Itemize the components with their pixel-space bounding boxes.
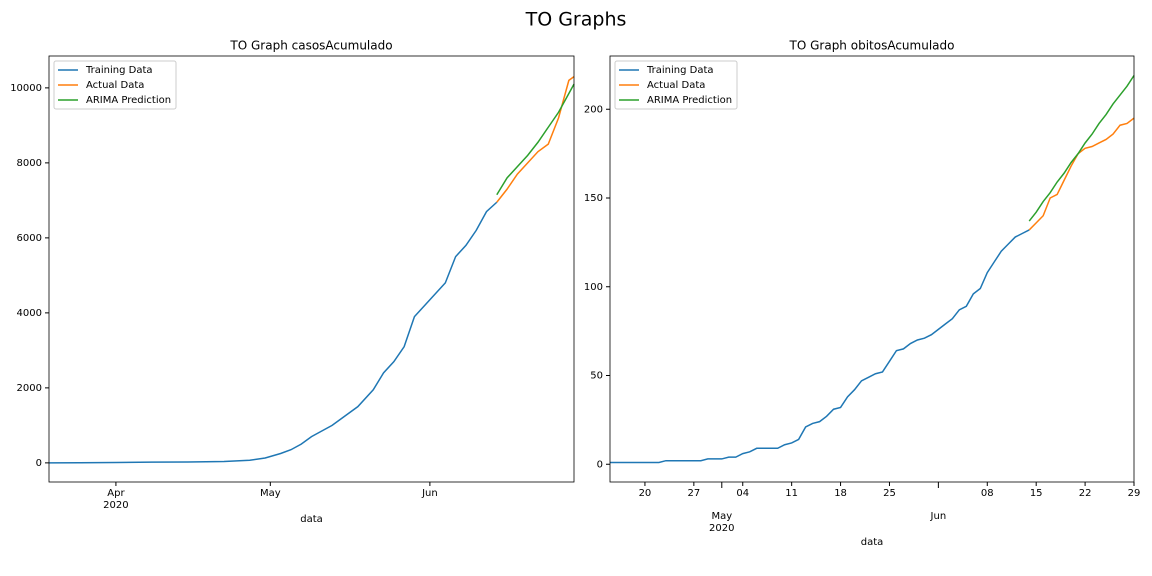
x-tick-label: 15 bbox=[1030, 488, 1043, 499]
x-tick-label: 29 bbox=[1128, 488, 1141, 499]
y-tick-label: 50 bbox=[590, 371, 603, 382]
x-tick-label: 20 bbox=[639, 488, 652, 499]
legend-label: ARIMA Prediction bbox=[647, 95, 732, 106]
series-line bbox=[1028, 75, 1135, 222]
y-tick-label: 4000 bbox=[17, 308, 42, 319]
x-tick-label: Jun bbox=[421, 488, 438, 499]
x-tick-label: 27 bbox=[687, 488, 700, 499]
axes-title: TO Graph casosAcumulado bbox=[229, 39, 392, 53]
axes-frame bbox=[609, 55, 1135, 483]
legend-box bbox=[614, 60, 738, 110]
series-line bbox=[496, 83, 575, 196]
legend-box bbox=[53, 60, 177, 110]
legend-label: Actual Data bbox=[647, 80, 705, 91]
plot-area bbox=[48, 76, 575, 464]
x-tick-label: Jun bbox=[930, 511, 947, 522]
y-tick-label: 10000 bbox=[10, 83, 42, 94]
y-tick-label: 8000 bbox=[17, 158, 42, 169]
series-line bbox=[1028, 117, 1135, 231]
x-tick-label: 22 bbox=[1079, 488, 1092, 499]
series-line bbox=[496, 76, 575, 203]
y-tick-label: 0 bbox=[597, 459, 603, 470]
y-tick-label: 100 bbox=[584, 282, 603, 293]
x-tick-label: 25 bbox=[883, 488, 896, 499]
legend-label: Training Data bbox=[646, 65, 714, 76]
series-line bbox=[610, 229, 1030, 464]
series-line bbox=[48, 201, 498, 464]
axes-title: TO Graph obitosAcumulado bbox=[789, 39, 955, 53]
y-tick-label: 0 bbox=[36, 458, 42, 469]
y-tick-label: 2000 bbox=[17, 383, 42, 394]
legend-label: Actual Data bbox=[86, 80, 144, 91]
axes-frame bbox=[48, 55, 575, 483]
y-tick-label: 200 bbox=[584, 104, 603, 115]
figure-title: TO Graphs bbox=[525, 9, 627, 31]
legend-label: Training Data bbox=[85, 65, 153, 76]
plot-area bbox=[610, 75, 1135, 464]
x-tick-label: 18 bbox=[834, 488, 847, 499]
x-tick-label: May 2020 bbox=[709, 511, 734, 534]
x-tick-label: 04 bbox=[736, 488, 749, 499]
x-tick-label: 08 bbox=[981, 488, 994, 499]
y-tick-label: 150 bbox=[584, 193, 603, 204]
x-tick-label: 11 bbox=[785, 488, 798, 499]
x-tick-label: Apr 2020 bbox=[103, 488, 128, 511]
x-tick-label: May bbox=[260, 488, 281, 499]
x-axis-label: data bbox=[861, 537, 884, 548]
x-axis-label: data bbox=[300, 514, 323, 525]
legend-label: ARIMA Prediction bbox=[86, 95, 171, 106]
y-tick-label: 6000 bbox=[17, 233, 42, 244]
